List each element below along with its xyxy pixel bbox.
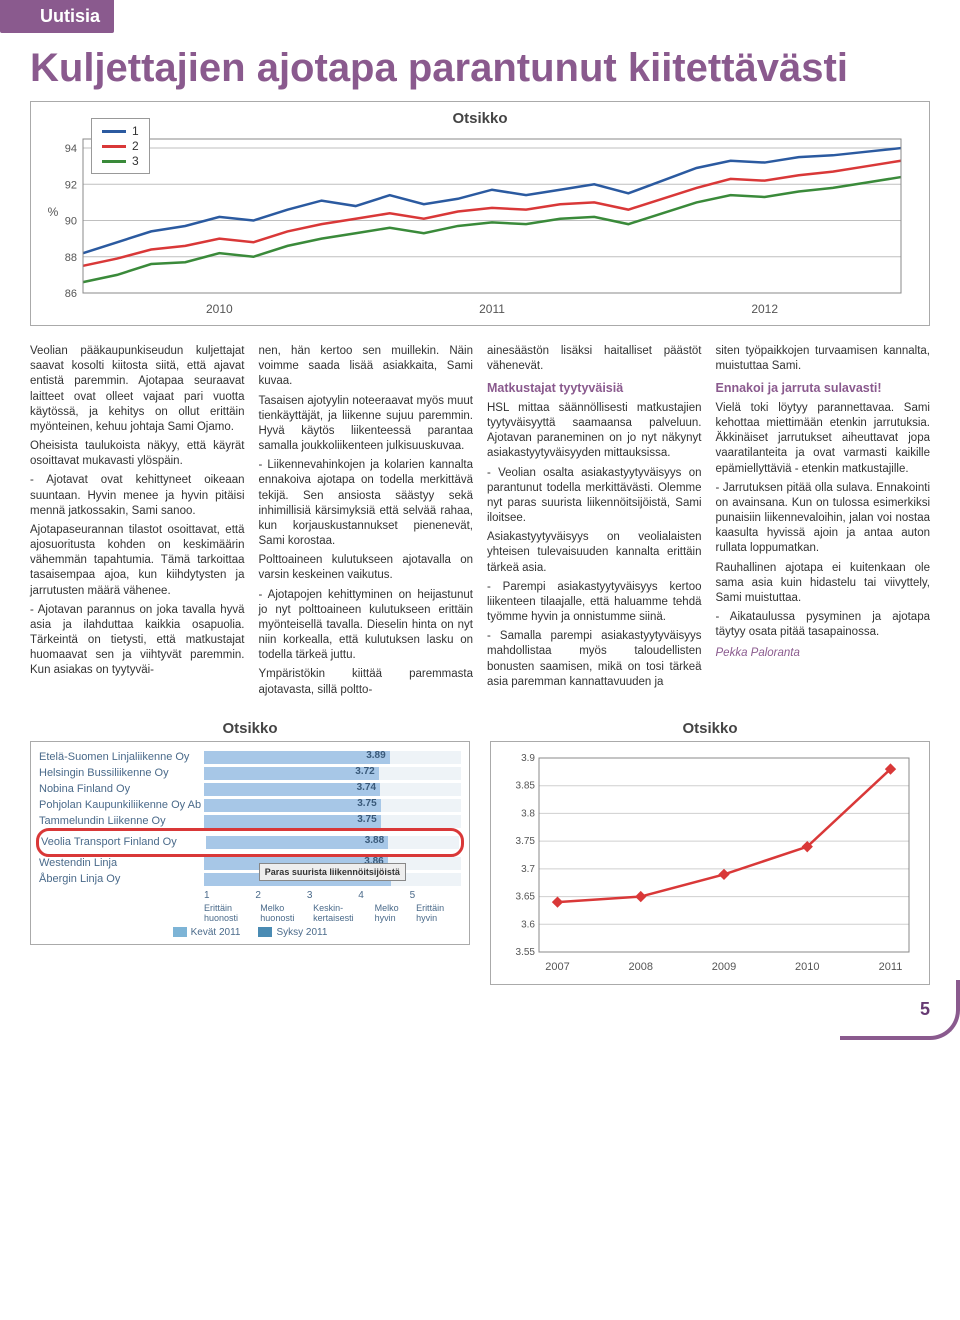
svg-text:2010: 2010 — [206, 302, 233, 316]
corner-decoration — [840, 980, 960, 1040]
paragraph: Veolian pääkaupunkiseudun kuljettajat sa… — [30, 344, 245, 435]
paragraph: siten työpaikkojen turvaamisen kannalta,… — [716, 344, 931, 374]
paragraph: - Parempi asiakastyytyväisyys kertoo lii… — [487, 580, 702, 626]
svg-text:%: % — [48, 205, 59, 219]
bar-row: Helsingin Bussiliikenne Oy 3.72 — [39, 767, 461, 780]
paragraph: Asiakastyytyväisyys on veolialaisten yht… — [487, 530, 702, 576]
svg-text:2008: 2008 — [629, 961, 653, 973]
highlighted-row: Veolia Transport Finland Oy 3.88 — [39, 831, 461, 854]
bar-label: Åbergin Linja Oy — [39, 873, 204, 885]
paragraph: ainesäästön lisäksi haitalliset päästöt … — [487, 344, 702, 374]
line-chart-wrap: Otsikko 3.55 3.6 3.65 3.7 3.75 3.8 3.85 3.9 2007… — [490, 720, 930, 985]
col-3: ainesäästön lisäksi haitalliset päästöt … — [487, 344, 702, 702]
legend-label: 3 — [132, 154, 139, 168]
paragraph: - Ajotavan parannus on joka tavalla hyvä… — [30, 603, 245, 679]
legend-label: 1 — [132, 124, 139, 138]
top-chart: 1 2 3 Otsikko 86 88 90 92 94% 2010 2011 2012 — [30, 101, 930, 326]
headline: Kuljettajien ajotapa parantunut kiitettä… — [30, 47, 930, 89]
col-2: nen, hän kertoo sen muillekin. Näin voim… — [259, 344, 474, 702]
svg-text:94: 94 — [65, 143, 77, 155]
paragraph: nen, hän kertoo sen muillekin. Näin voim… — [259, 344, 474, 390]
svg-text:86: 86 — [65, 288, 77, 300]
paragraph: HSL mittaa säännöllisesti matkustajien t… — [487, 401, 702, 462]
subhead: Matkustajat tyytyväisiä — [487, 380, 702, 397]
svg-text:2009: 2009 — [712, 961, 736, 973]
paragraph: - Aikataulussa pysyminen ja ajotapa täyt… — [716, 610, 931, 640]
paragraph: Vielä toki löytyy parannettavaa. Sami ke… — [716, 401, 931, 477]
bar-row: Pohjolan Kaupunkiliikenne Oy Ab 3.75 — [39, 799, 461, 812]
svg-text:3.7: 3.7 — [521, 864, 535, 875]
bar-x-axis-labels: Erittäin huonostiMelko huonostiKeskin-ke… — [39, 903, 461, 923]
bar-label: Westendin Linja — [39, 857, 204, 869]
paragraph: - Ajotavat ovat kehittyneet oikeaan suun… — [30, 473, 245, 519]
paragraph: Polttoaineen kulutukseen ajotavalla on v… — [259, 553, 474, 583]
bar-label: Nobina Finland Oy — [39, 783, 204, 795]
bar-row: Veolia Transport Finland Oy 3.88 — [41, 836, 459, 849]
paragraph: - Ajotapojen kehittyminen on heijastunut… — [259, 588, 474, 664]
svg-text:92: 92 — [65, 179, 77, 191]
svg-text:88: 88 — [65, 252, 77, 264]
bar-x-axis: 12345 — [39, 890, 461, 901]
svg-text:3.65: 3.65 — [516, 891, 536, 902]
col-4: siten työpaikkojen turvaamisen kannalta,… — [716, 344, 931, 702]
bar-label: Tammelundin Liikenne Oy — [39, 815, 204, 827]
bar-label: Veolia Transport Finland Oy — [41, 836, 206, 848]
bar-row: Tammelundin Liikenne Oy 3.75 — [39, 815, 461, 828]
bar-row: Nobina Finland Oy 3.74 — [39, 783, 461, 796]
svg-text:3.75: 3.75 — [516, 836, 536, 847]
svg-text:3.55: 3.55 — [516, 947, 536, 958]
legend-label: 2 — [132, 139, 139, 153]
bar-label: Helsingin Bussiliikenne Oy — [39, 767, 204, 779]
svg-text:3.85: 3.85 — [516, 780, 536, 791]
paragraph: - Liikennevahinkojen ja kolarien kannalt… — [259, 458, 474, 549]
line-chart: 3.55 3.6 3.65 3.7 3.75 3.8 3.85 3.9 2007 2008 2009… — [490, 741, 930, 985]
svg-text:2007: 2007 — [545, 961, 569, 973]
bar-label: Etelä-Suomen Linjaliikenne Oy — [39, 751, 204, 763]
bar-label: Pohjolan Kaupunkiliikenne Oy Ab — [39, 799, 204, 811]
svg-text:2011: 2011 — [479, 302, 505, 316]
bottom-charts: Otsikko Etelä-Suomen Linjaliikenne Oy 3.… — [30, 720, 930, 985]
top-line-svg: 86 88 90 92 94% 2010 2011 2012 — [41, 131, 911, 321]
paragraph: Tasaisen ajotyylin noteeraavat myös muut… — [259, 394, 474, 455]
section-banner: Uutisia — [0, 0, 114, 33]
top-chart-title: Otsikko — [41, 110, 919, 127]
paragraph: - Veolian osalta asiakastyytyväisyys on … — [487, 466, 702, 527]
svg-text:90: 90 — [65, 216, 77, 228]
bar-row: Etelä-Suomen Linjaliikenne Oy 3.89 — [39, 751, 461, 764]
line-chart-title: Otsikko — [490, 720, 930, 737]
top-chart-legend: 1 2 3 — [91, 118, 150, 174]
paragraph: Oheisista taulukoista näkyy, että käyrät… — [30, 439, 245, 469]
page-number: 5 — [30, 999, 930, 1020]
callout-label: Paras suurista liikennöitsijöistä — [259, 863, 406, 881]
bar-chart-title: Otsikko — [30, 720, 470, 737]
paragraph: Ajotapaseurannan tilastot osoittavat, et… — [30, 523, 245, 599]
subhead: Ennakoi ja jarruta sulavasti! — [716, 380, 931, 397]
col-1: Veolian pääkaupunkiseudun kuljettajat sa… — [30, 344, 245, 702]
paragraph: Ympäristökin kiittää paremmasta ajotavas… — [259, 667, 474, 697]
svg-text:3.8: 3.8 — [521, 808, 535, 819]
article-body: Veolian pääkaupunkiseudun kuljettajat sa… — [30, 344, 930, 702]
bar-chart: Etelä-Suomen Linjaliikenne Oy 3.89 Helsi… — [30, 741, 470, 945]
paragraph: Rauhallinen ajotapa ei kuitenkaan ole sa… — [716, 561, 931, 607]
svg-text:3.6: 3.6 — [521, 919, 535, 930]
paragraph: - Samalla parempi asiakastyytyväisyys ma… — [487, 629, 702, 690]
paragraph: - Jarrutuksen pitää olla sulava. Ennakoi… — [716, 481, 931, 557]
bar-legend: Kevät 2011Syksy 2011 — [39, 927, 461, 938]
author: Pekka Paloranta — [716, 646, 931, 661]
svg-text:2012: 2012 — [751, 302, 778, 316]
svg-text:2010: 2010 — [795, 961, 819, 973]
bottom-line-svg: 3.55 3.6 3.65 3.7 3.75 3.8 3.85 3.9 2007 2008 2009… — [499, 748, 919, 978]
bar-chart-wrap: Otsikko Etelä-Suomen Linjaliikenne Oy 3.… — [30, 720, 470, 985]
svg-text:2011: 2011 — [879, 961, 903, 973]
svg-text:3.9: 3.9 — [521, 753, 535, 764]
